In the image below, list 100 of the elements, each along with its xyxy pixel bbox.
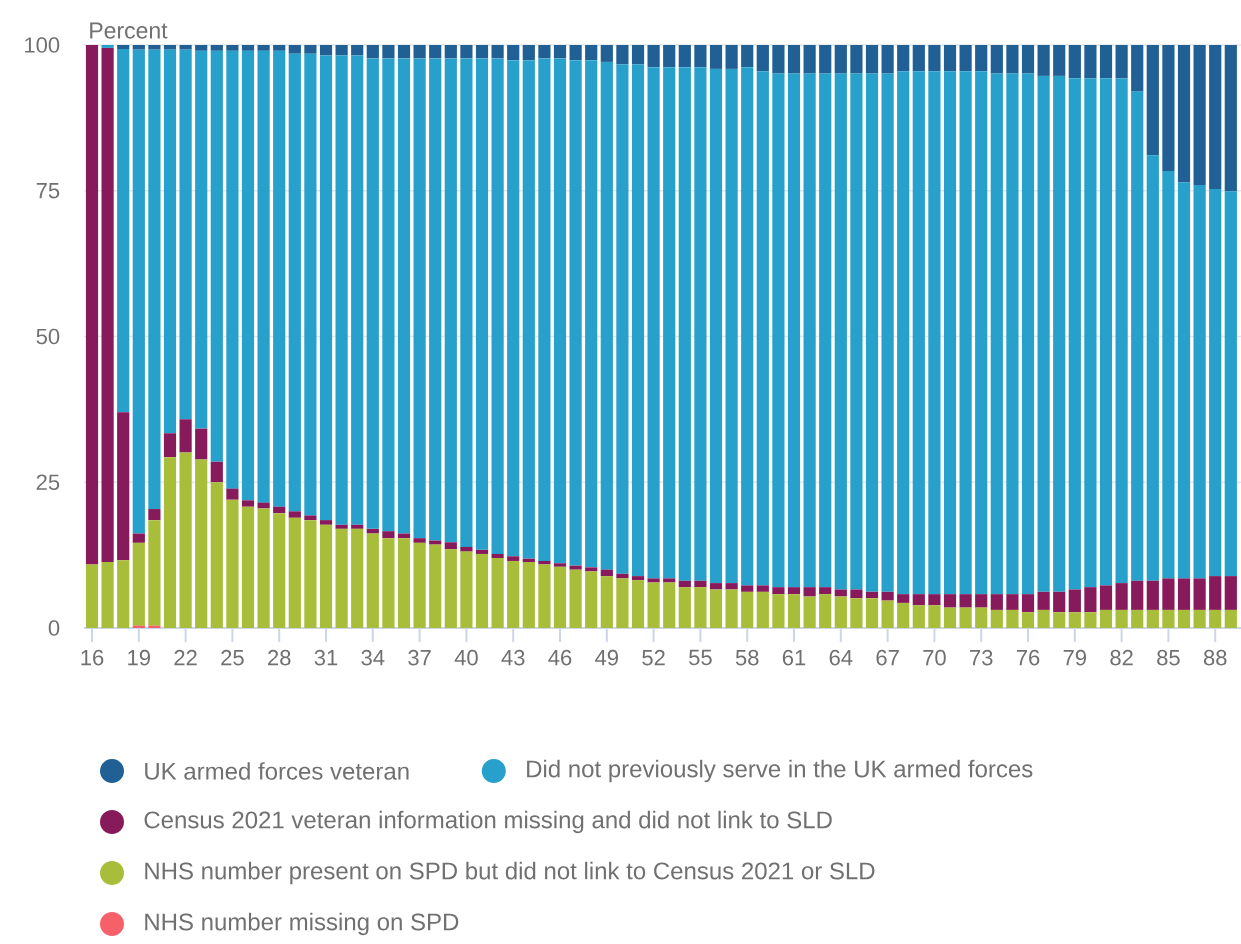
bar: [912, 594, 925, 606]
bar: [1053, 591, 1066, 613]
bar: [553, 566, 567, 628]
bar: [538, 58, 551, 561]
bar: [304, 53, 317, 516]
bar: [163, 433, 177, 458]
bar: [803, 73, 816, 588]
bar: [803, 587, 816, 597]
x-tick-label: 76: [1016, 649, 1040, 666]
bar: [257, 44, 270, 51]
bar: [1021, 612, 1035, 628]
bar: [382, 44, 395, 59]
bar: [382, 531, 395, 539]
y-tick-label: 100: [25, 37, 60, 53]
bar: [1162, 609, 1175, 628]
bar: [928, 594, 941, 606]
bar: [741, 585, 754, 592]
bar: [1209, 188, 1222, 577]
bar: [444, 542, 457, 550]
bar: [304, 44, 317, 54]
bar: [585, 44, 598, 61]
y-tick-label: 50: [36, 328, 60, 345]
bar: [491, 44, 504, 59]
bar: [132, 49, 145, 534]
bar: [351, 528, 364, 628]
bar: [226, 499, 239, 628]
bar: [210, 461, 223, 483]
bar: [1115, 609, 1128, 628]
bar: [631, 44, 645, 65]
bar: [865, 73, 879, 592]
bar: [241, 506, 255, 628]
bar: [1162, 44, 1175, 171]
x-tick-label: 43: [501, 649, 525, 666]
bar: [1193, 578, 1206, 610]
bar: [475, 549, 489, 554]
bar: [195, 50, 208, 429]
x-tick-label: 58: [735, 649, 759, 666]
bar: [585, 571, 598, 628]
bar: [1193, 44, 1206, 185]
bar: [163, 457, 177, 628]
bar: [195, 428, 208, 460]
bar: [413, 44, 426, 59]
x-tick-label: 64: [829, 649, 853, 666]
bar: [475, 58, 489, 550]
x-tick-label: 88: [1203, 649, 1227, 666]
bar: [351, 55, 364, 525]
bar: [1068, 612, 1081, 628]
bar: [1021, 73, 1035, 595]
bar: [663, 578, 676, 583]
bar: [756, 585, 769, 592]
bar: [787, 73, 801, 588]
bar: [444, 44, 457, 59]
bar: [897, 594, 910, 603]
bar: [600, 44, 613, 62]
bar: [117, 560, 130, 628]
bar: [678, 67, 691, 581]
legend-label: NHS number missing on SPD: [145, 912, 459, 936]
bar: [1146, 44, 1159, 156]
bar: [975, 71, 988, 595]
bar: [444, 549, 457, 628]
bar: [1209, 44, 1222, 189]
bar: [741, 67, 754, 586]
bar: [1099, 78, 1113, 586]
bar: [1224, 609, 1237, 628]
bar: [132, 533, 145, 543]
bar: [943, 44, 957, 72]
bar: [538, 560, 551, 565]
bar: [772, 44, 785, 74]
bar: [865, 44, 879, 74]
bar: [241, 44, 255, 51]
bar: [163, 49, 177, 434]
bar: [382, 58, 395, 532]
bar: [865, 591, 879, 599]
bar: [616, 64, 629, 574]
bar: [1193, 184, 1206, 579]
bar: [319, 524, 333, 628]
bar: [1193, 609, 1206, 628]
bar: [694, 580, 707, 588]
bar: [117, 412, 130, 561]
bar: [819, 594, 832, 628]
x-tick-label: 79: [1063, 649, 1086, 666]
bar: [1037, 609, 1050, 628]
bar: [195, 44, 208, 51]
bar: [1021, 594, 1035, 613]
x-tick-label: 70: [923, 649, 946, 666]
y-axis-title: Percent: [90, 22, 168, 39]
bar: [1146, 580, 1159, 610]
bar: [491, 553, 504, 559]
bar: [694, 587, 707, 628]
bar: [148, 625, 161, 628]
bar: [1177, 182, 1191, 579]
bar: [616, 44, 629, 65]
bar: [1162, 170, 1175, 579]
bar: [678, 580, 691, 588]
bar: [834, 596, 847, 628]
bar: [117, 49, 130, 413]
x-tick-label: 61: [782, 649, 806, 666]
bar: [678, 587, 691, 628]
bar: [148, 520, 161, 626]
bar: [210, 50, 223, 462]
